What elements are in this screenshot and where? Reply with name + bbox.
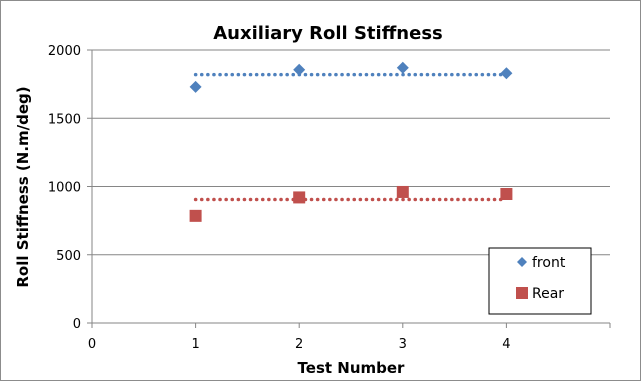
legend-front-marker [517, 257, 527, 267]
data-points [189, 61, 513, 222]
legend-box [488, 247, 592, 315]
y-tick-label: 0 [73, 317, 81, 332]
legend-front-label: front [532, 255, 566, 271]
y-axis-title: Roll Stiffness (N.m/deg) [14, 86, 32, 287]
front-point [293, 63, 306, 76]
y-tick-label: 2000 [48, 44, 81, 59]
grid-lines [92, 49, 610, 256]
x-tick-label: 3 [399, 337, 407, 352]
x-tick-label: 2 [295, 337, 303, 352]
x-axis-title: Test Number [298, 359, 406, 377]
rear-point [189, 209, 202, 222]
front-point [500, 67, 513, 80]
chart-title: Auxiliary Roll Stiffness [213, 23, 443, 44]
legend-rear-marker [516, 287, 528, 299]
rear-point [396, 185, 409, 198]
y-tick-label: 1500 [48, 112, 81, 127]
x-tick-label: 4 [502, 337, 510, 352]
rear-point [500, 188, 513, 201]
legend-rear-label: Rear [532, 286, 564, 302]
y-tick-label: 500 [56, 249, 81, 264]
mean-lines [193, 72, 509, 202]
front-point [189, 80, 202, 93]
x-tick-label: 1 [191, 337, 199, 352]
x-tick-label: 0 [88, 337, 96, 352]
legend: front Rear [488, 247, 592, 315]
x-tick-labels: 0 1 2 3 4 [88, 337, 511, 352]
y-tick-label: 1000 [48, 181, 81, 196]
rear-point [293, 191, 306, 204]
front-point [396, 61, 409, 74]
y-tick-labels: 0 500 1000 1500 2000 [48, 44, 81, 332]
axes [87, 49, 611, 328]
